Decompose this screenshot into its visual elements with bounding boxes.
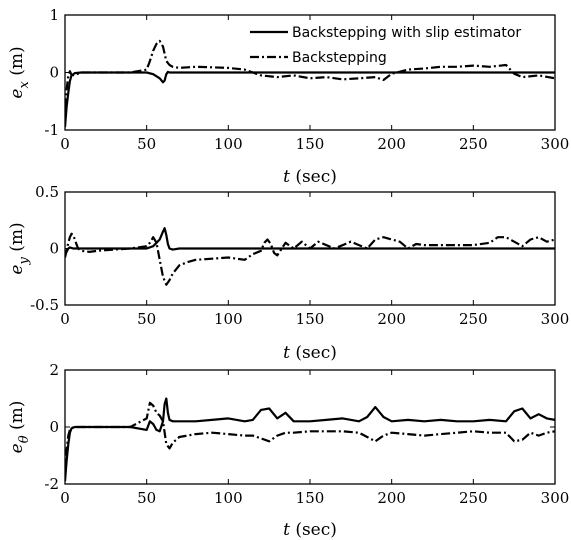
y-tick-label: -2 xyxy=(44,475,59,493)
y-tick-label: 2 xyxy=(49,361,59,379)
x-tick-label: 300 xyxy=(541,489,570,507)
x-tick-label: 200 xyxy=(377,310,406,328)
x-tick-label: 100 xyxy=(214,310,243,328)
legend: Backstepping with slip estimator Backstep… xyxy=(250,25,521,66)
y-tick-label: -1 xyxy=(44,121,59,139)
x-tick-label: 150 xyxy=(296,135,325,153)
legend-label: Backstepping xyxy=(292,50,387,66)
subplot-2: 0 50 100 150 200 250 300-0.500.5t (sec)ey (m) xyxy=(7,183,569,363)
x-tick-label: 50 xyxy=(137,135,156,153)
x-tick-label: 250 xyxy=(459,310,488,328)
y-axis-label: ey (m) xyxy=(7,222,32,274)
x-tick-label: 250 xyxy=(459,135,488,153)
x-tick-label: 0 xyxy=(60,135,70,153)
series-backstepping-line xyxy=(65,232,555,286)
series-backstepping-line xyxy=(65,401,555,473)
legend-label: Backstepping with slip estimator xyxy=(292,25,521,41)
y-axis-label: eθ (m) xyxy=(7,401,32,454)
x-tick-label: 150 xyxy=(296,310,325,328)
x-tick-label: 250 xyxy=(459,489,488,507)
x-tick-label: 100 xyxy=(214,135,243,153)
x-tick-label: 300 xyxy=(541,135,570,153)
series-slip-estimator-line xyxy=(65,70,555,128)
y-tick-label: 0.5 xyxy=(35,183,59,201)
x-axis-label: t (sec) xyxy=(283,343,337,363)
x-axis-label: t (sec) xyxy=(283,167,337,187)
x-tick-label: 0 xyxy=(60,310,70,328)
series-slip-estimator-line xyxy=(65,227,555,255)
x-tick-label: 200 xyxy=(377,489,406,507)
y-tick-label: -0.5 xyxy=(30,296,59,314)
series-backstepping-line xyxy=(65,39,555,125)
x-tick-label: 150 xyxy=(296,489,325,507)
y-tick-label: 1 xyxy=(49,6,59,24)
y-tick-label: 0 xyxy=(49,240,59,258)
x-tick-label: 300 xyxy=(541,310,570,328)
x-tick-label: 0 xyxy=(60,489,70,507)
y-axis-label: ex (m) xyxy=(7,46,32,98)
y-tick-label: 0 xyxy=(49,418,59,436)
x-tick-label: 200 xyxy=(377,135,406,153)
y-tick-label: 0 xyxy=(49,64,59,82)
series-slip-estimator-line xyxy=(65,397,555,482)
axes-frame xyxy=(64,369,556,485)
x-axis-label: t (sec) xyxy=(283,520,337,540)
x-tick-label: 100 xyxy=(214,489,243,507)
x-tick-label: 50 xyxy=(137,489,156,507)
x-tick-label: 50 xyxy=(137,310,156,328)
